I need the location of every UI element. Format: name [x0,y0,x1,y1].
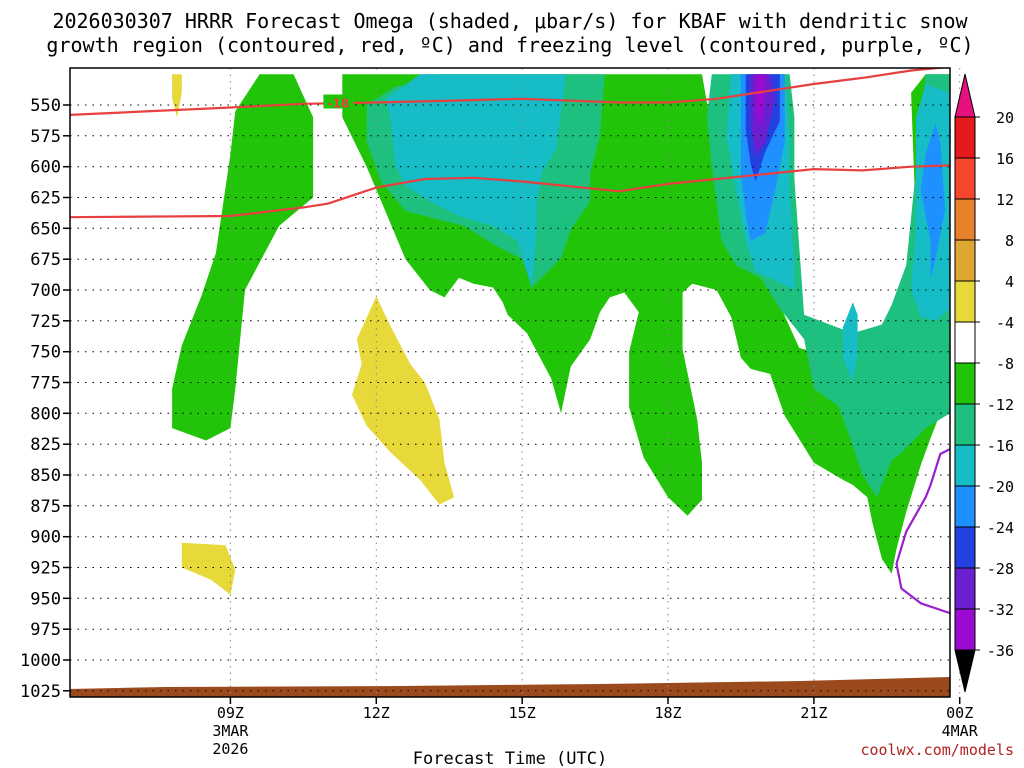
colorbar-swatch-0 [954,116,976,159]
y-tick-label-625: 625 [30,189,61,209]
y-tick-label-950: 950 [30,589,61,609]
y-tick-label-925: 925 [30,559,61,579]
omega-region-14 [181,542,236,595]
colorbar-swatch-9 [954,485,976,528]
y-tick-label-775: 775 [30,374,61,394]
colorbar-swatch-8 [954,444,976,487]
colorbar-swatch-3 [954,239,976,282]
y-tick-label-1025: 1025 [20,682,61,702]
y-tick-label-650: 650 [30,219,61,239]
plot-area: -18 [69,67,961,698]
x-axis-label: Forecast Time (UTC) [413,749,607,768]
colorbar: 20 16 12 8 4 -4 -8 -12 -16 -20 -24 -28 -32 -36 [954,73,1014,693]
colorbar-swatch-11 [954,567,976,610]
terrain-layer [70,677,950,697]
y-axis: 550 575 600 625 650 675 700 725 750 775 800 825 850 8… [20,96,70,702]
y-tick-label-600: 600 [30,158,61,178]
y-tick-label-575: 575 [30,127,61,147]
colorbar-label-9: -20 [987,478,1014,496]
y-tick-label-1000: 1000 [20,651,61,671]
credit-text: coolwx.com/models [860,741,1014,759]
colorbar-swatch-10 [954,526,976,569]
dgz-bottom-contour [70,164,950,219]
colorbar-label-5: -4 [996,314,1014,332]
y-tick-label-825: 825 [30,435,61,455]
colorbar-label-1: 16 [996,150,1014,168]
omega-region-9 [920,123,946,278]
omega-region-12 [755,74,766,130]
colorbar-label-4: 4 [1005,273,1014,291]
colorbar-label-11: -28 [987,560,1014,578]
omega-region-4 [386,74,566,288]
terrain-surface [70,677,950,697]
x-tick-label-15Z: 15Z [509,704,536,722]
colorbar-swatch-5 [954,321,976,364]
colorbar-label-10: -24 [987,519,1014,537]
x-tick-label-00Z: 00Z [946,704,973,722]
colorbar-swatch-7 [954,403,976,446]
y-tick-label-800: 800 [30,404,61,424]
contour-label-background [323,94,354,109]
colorbar-swatch-2 [954,198,976,241]
chart-title-line1: 2026030307 HRRR Forecast Omega (shaded, … [52,9,968,33]
x-tick-sublabel-4MAR: 4MAR [942,722,979,740]
colorbar-label-12: -32 [987,601,1014,619]
y-tick-label-725: 725 [30,312,61,332]
freezing-level-contour [895,448,950,615]
omega-shading-layer [172,74,950,595]
y-tick-label-675: 675 [30,250,61,270]
omega-region-13 [352,296,455,505]
colorbar-label-7: -12 [987,396,1014,414]
y-tick-label-750: 750 [30,343,61,363]
chart-title-line2: growth region (contoured, red, ºC) and f… [46,33,973,57]
y-tick-label-700: 700 [30,281,61,301]
colorbar-label-6: -8 [996,355,1014,373]
colorbar-label-2: 12 [996,191,1014,209]
y-tick-label-875: 875 [30,497,61,517]
y-tick-label-550: 550 [30,96,61,116]
contour-layer: -18 [70,68,950,615]
x-tick-sublabel-2026: 2026 [212,740,248,758]
colorbar-label-0: 20 [996,109,1014,127]
y-tick-label-850: 850 [30,466,61,486]
colorbar-label-3: 8 [1005,232,1014,250]
x-tick-sublabel-3MAR: 3MAR [212,722,249,740]
omega-region-15 [172,74,182,118]
x-tick-label-18Z: 18Z [654,704,681,722]
x-tick-label-12Z: 12Z [363,704,390,722]
colorbar-swatch-6 [954,362,976,405]
omega-region-0 [172,74,314,441]
dgz-top-contour [70,68,950,116]
colorbar-swatch-4 [954,280,976,323]
dgz-contour-label: -18 [328,97,350,111]
colorbar-label-8: -16 [987,437,1014,455]
x-tick-label-09Z: 09Z [217,704,244,722]
y-tick-label-900: 900 [30,528,61,548]
colorbar-top-arrow [954,73,976,118]
colorbar-swatch-1 [954,157,976,200]
colorbar-label-13: -36 [987,642,1014,660]
omega-region-7 [843,302,858,383]
colorbar-bottom-arrow [954,649,976,693]
x-tick-label-21Z: 21Z [800,704,827,722]
y-tick-label-975: 975 [30,620,61,640]
colorbar-swatch-12 [954,608,976,651]
